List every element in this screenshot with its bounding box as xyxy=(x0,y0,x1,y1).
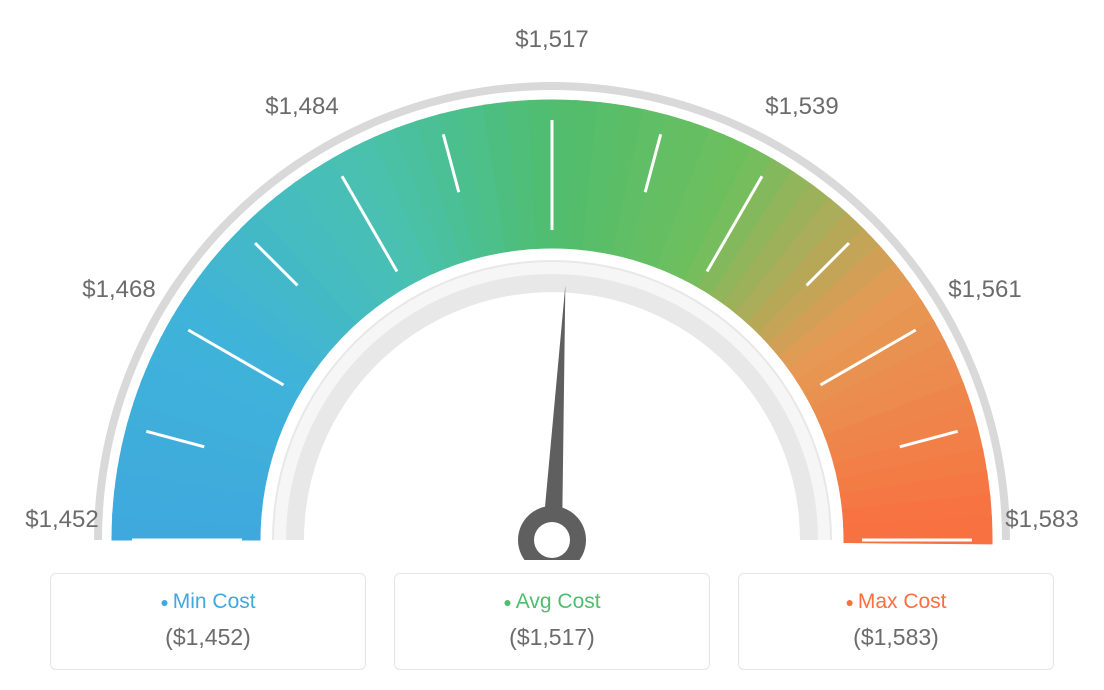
legend-card: Avg Cost ($1,517) xyxy=(394,573,710,670)
legend-value: ($1,583) xyxy=(759,624,1033,651)
legend-title: Min Cost xyxy=(71,590,345,614)
tick-label: $1,452 xyxy=(25,506,98,534)
legend-value: ($1,517) xyxy=(415,624,689,651)
gauge-svg xyxy=(0,0,1104,560)
legend-card: Max Cost ($1,583) xyxy=(738,573,1054,670)
tick-label: $1,468 xyxy=(82,276,155,304)
needle xyxy=(542,285,565,540)
legend-value: ($1,452) xyxy=(71,624,345,651)
legend-title: Avg Cost xyxy=(415,590,689,614)
legend-card: Min Cost ($1,452) xyxy=(50,573,366,670)
tick-label: $1,561 xyxy=(948,276,1021,304)
needle-hub-hole xyxy=(534,522,570,558)
legend-row: Min Cost ($1,452) Avg Cost ($1,517) Max Cost… xyxy=(0,573,1104,670)
legend-title: Max Cost xyxy=(759,590,1033,614)
tick-label: $1,539 xyxy=(765,93,838,121)
tick-label: $1,583 xyxy=(1005,506,1078,534)
gauge-chart: $1,452 $1,468 $1,484 $1,517 $1,539 $1,561 $1,5… xyxy=(0,0,1104,560)
tick-label: $1,484 xyxy=(265,93,338,121)
tick-label: $1,517 xyxy=(515,26,588,54)
